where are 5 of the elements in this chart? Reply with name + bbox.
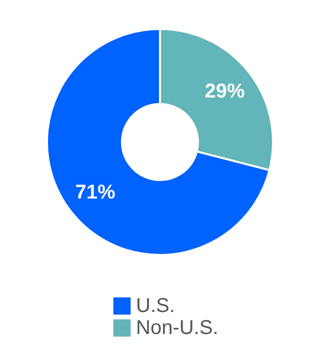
data-label: 71% (75, 181, 116, 204)
data-label: 29% (204, 80, 246, 103)
donut-slice (46, 28, 270, 256)
legend-label: U.S. (136, 295, 175, 317)
legend-label: Non-U.S. (136, 317, 218, 339)
